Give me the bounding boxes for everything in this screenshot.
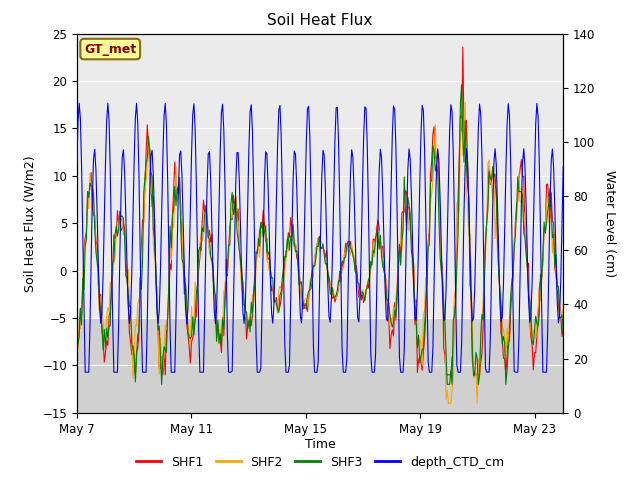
Text: GT_met: GT_met [84,43,136,56]
Bar [77,34,563,318]
X-axis label: Time: Time [305,438,335,451]
Legend: SHF1, SHF2, SHF3, depth_CTD_cm: SHF1, SHF2, SHF3, depth_CTD_cm [131,451,509,474]
Bar [77,318,563,413]
Y-axis label: Soil Heat Flux (W/m2): Soil Heat Flux (W/m2) [24,155,36,291]
Y-axis label: Water Level (cm): Water Level (cm) [603,169,616,277]
Title: Soil Heat Flux: Soil Heat Flux [268,13,372,28]
